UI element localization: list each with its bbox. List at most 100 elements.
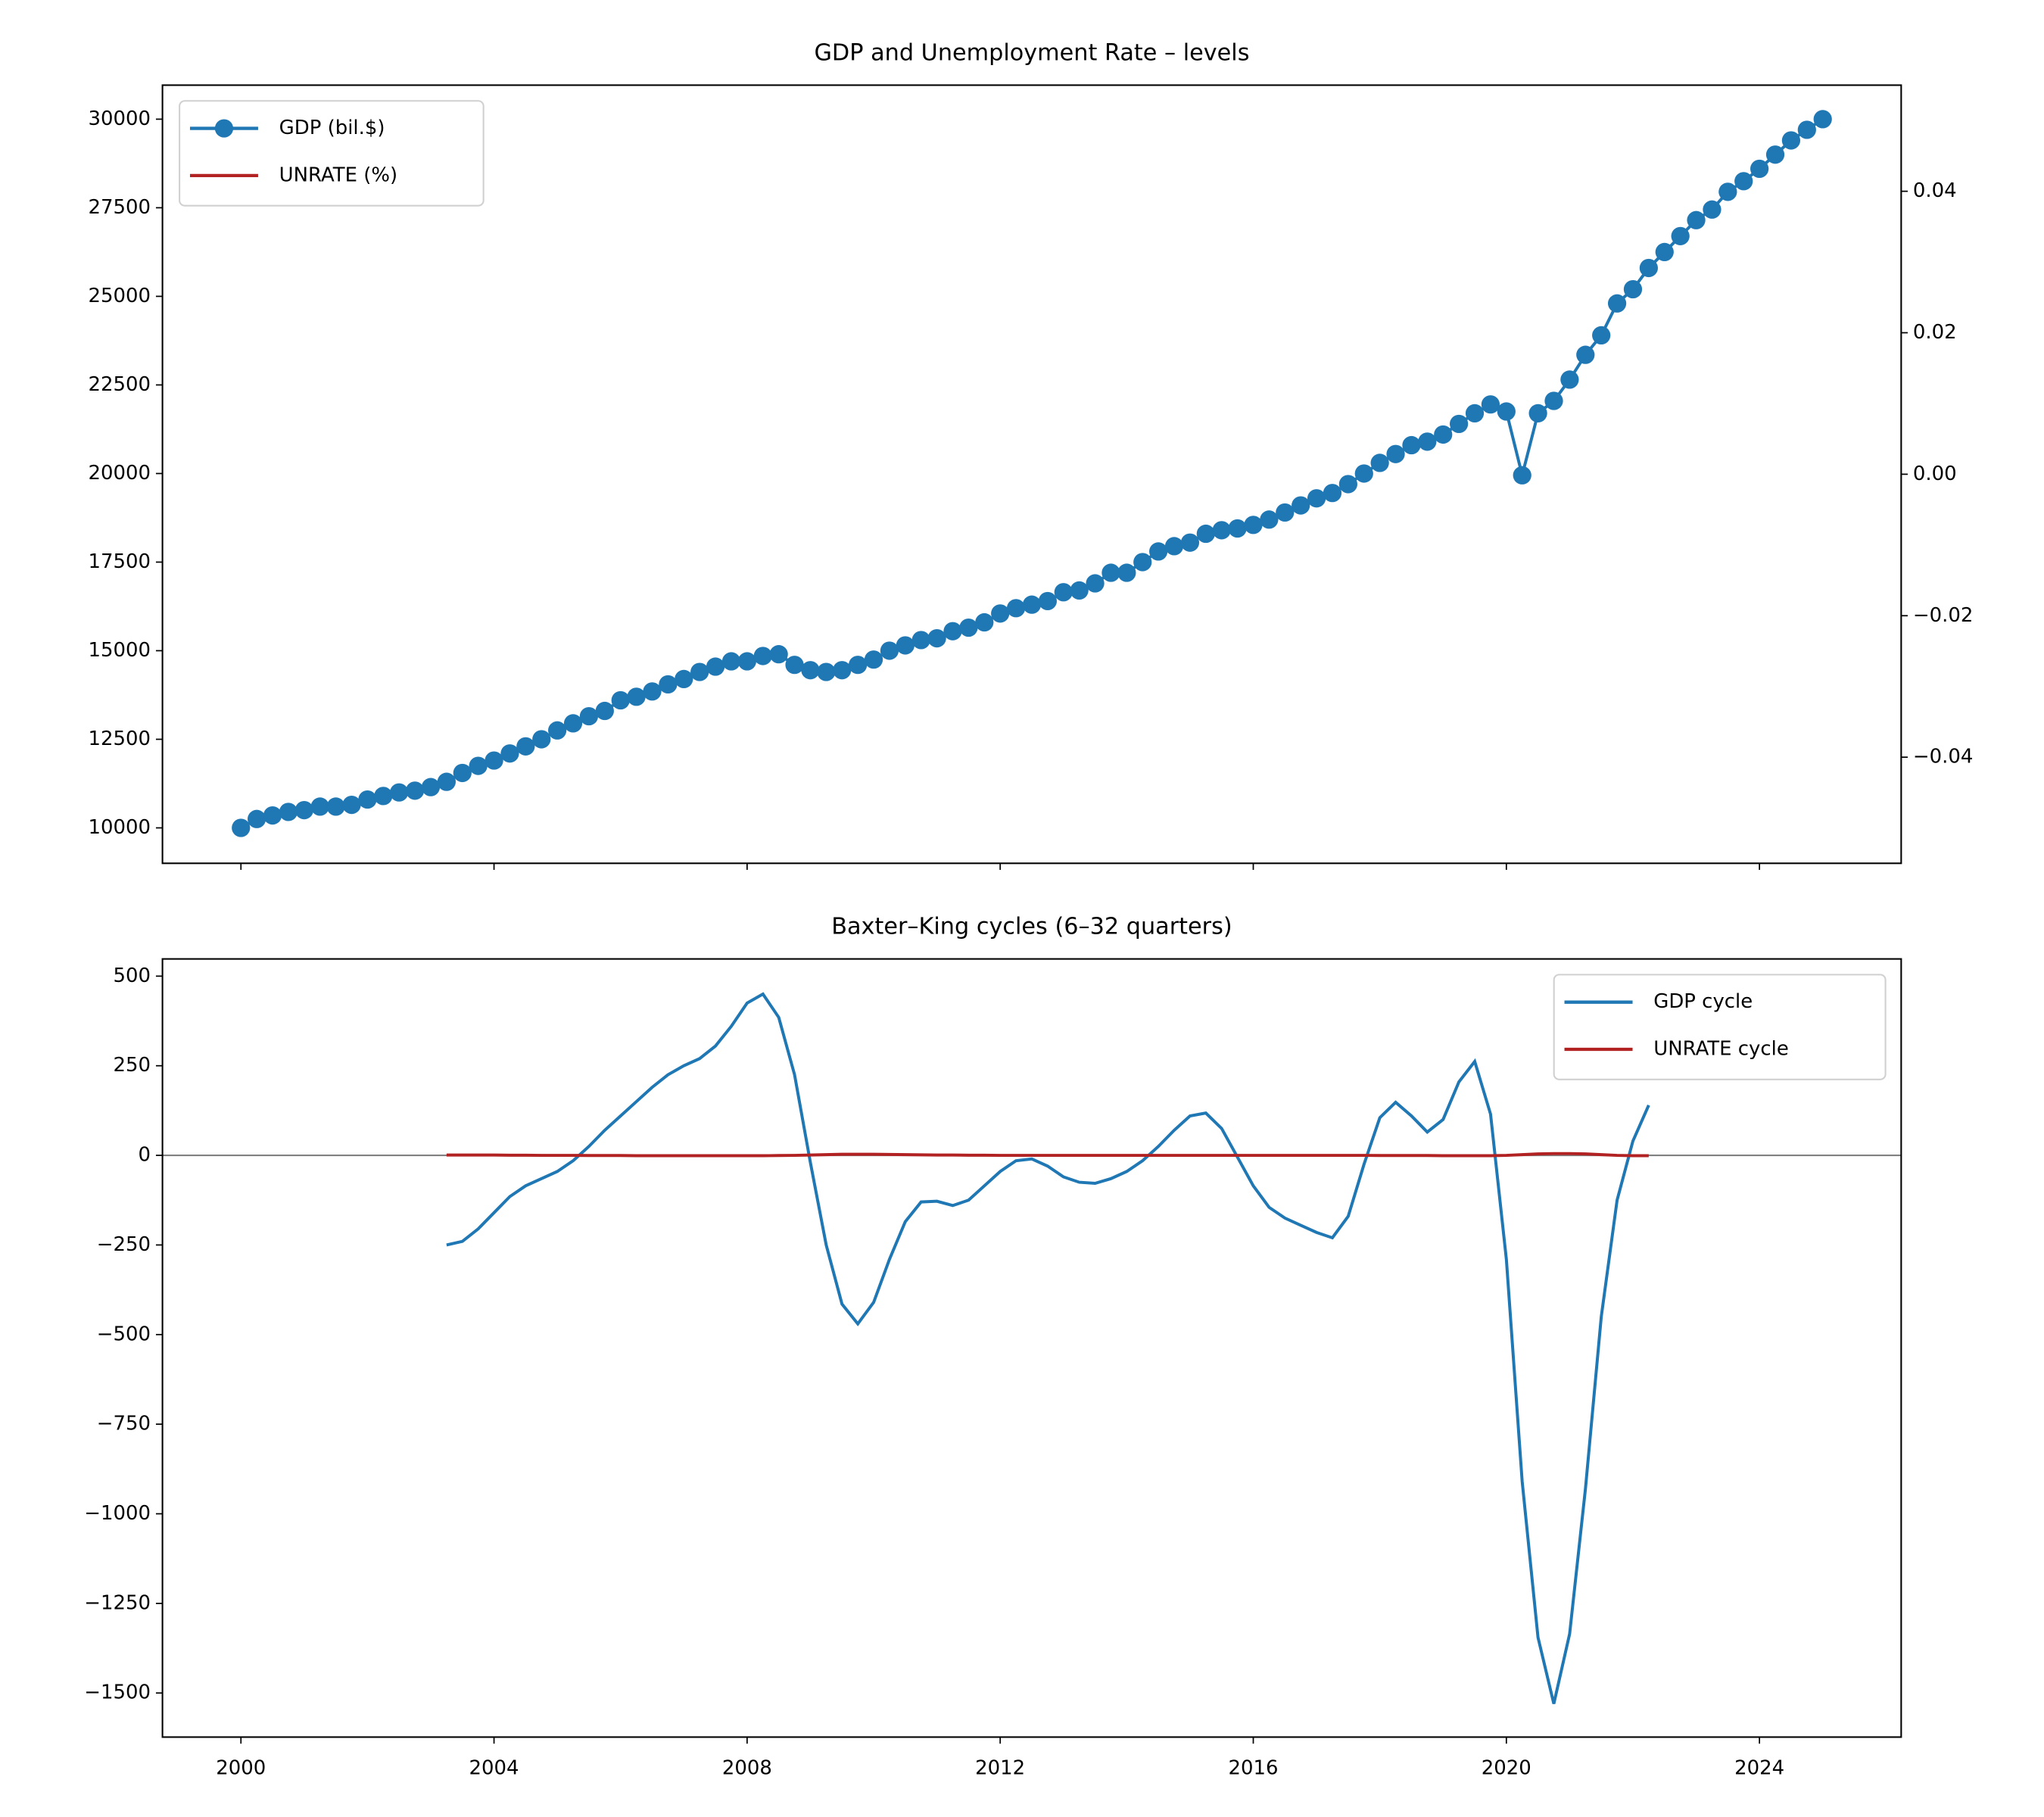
point (627, 687, 646, 706)
point (1070, 581, 1089, 600)
y-tick-label: 17500 (89, 550, 151, 573)
point (595, 701, 614, 721)
y-tick-label: −1000 (84, 1502, 151, 1525)
point (1544, 391, 1563, 410)
point (1164, 537, 1184, 556)
point (1655, 242, 1674, 262)
point (263, 806, 282, 825)
point (1687, 210, 1706, 229)
point (1149, 542, 1168, 561)
point (1370, 453, 1389, 472)
y-tick-label: −1250 (84, 1591, 151, 1614)
legend-label: GDP cycle (1653, 990, 1753, 1013)
point (1607, 294, 1627, 313)
point (342, 795, 361, 815)
point (390, 783, 409, 802)
y-tick-label: 22500 (89, 373, 151, 396)
series-line (446, 1152, 1649, 1158)
point (279, 803, 298, 821)
point (1086, 574, 1105, 593)
axes-frame (161, 958, 1902, 1738)
y-tick-label: 27500 (89, 196, 151, 219)
y-tick-label: 25000 (89, 285, 151, 307)
x-tick-label: 2020 (1482, 1756, 1531, 1779)
point (310, 797, 329, 816)
point (959, 618, 978, 637)
point (1434, 425, 1453, 444)
point (1750, 159, 1769, 179)
point (1418, 432, 1437, 451)
point (753, 647, 772, 665)
x-tick-label: 2008 (722, 1756, 772, 1779)
y2-tick-label: −0.04 (1913, 746, 1973, 768)
point (659, 675, 678, 694)
point (500, 744, 519, 763)
point (1022, 595, 1042, 614)
point (516, 737, 535, 756)
y-tick-label: 20000 (89, 462, 151, 485)
point (721, 652, 741, 671)
point (374, 787, 393, 806)
point (943, 622, 962, 640)
point (1797, 120, 1816, 139)
x-tick-label: 2016 (1228, 1756, 1278, 1779)
point (1260, 510, 1279, 529)
point (232, 818, 251, 837)
point (1528, 404, 1547, 422)
point (991, 604, 1010, 623)
y-tick-label: 500 (114, 965, 151, 987)
point (1292, 496, 1310, 515)
legend-marker (214, 119, 234, 138)
point (1338, 475, 1357, 494)
y2-tick-label: −0.02 (1913, 604, 1973, 627)
point (911, 631, 930, 650)
point (706, 657, 725, 676)
point (690, 662, 709, 681)
y-tick-label: 10000 (89, 816, 151, 839)
point (880, 641, 899, 660)
series-line (446, 992, 1650, 1704)
point (1765, 145, 1785, 164)
y-tick-label: 250 (114, 1054, 151, 1077)
point (975, 612, 994, 632)
point (532, 730, 551, 749)
point (1813, 110, 1832, 129)
point (1465, 404, 1485, 422)
point (1228, 519, 1247, 538)
y-tick-label: 0 (139, 1144, 151, 1167)
point (1560, 370, 1579, 389)
legend-label: UNRATE cycle (1653, 1038, 1789, 1061)
y2-tick-label: 0.02 (1913, 321, 1957, 344)
point (1038, 591, 1057, 611)
y2-tick-label: 0.00 (1913, 463, 1957, 485)
point (453, 763, 472, 783)
point (294, 800, 313, 820)
y-tick-label: 15000 (89, 639, 151, 662)
y-tick-label: −500 (97, 1323, 151, 1345)
y-tick-label: −750 (97, 1413, 151, 1435)
point (643, 682, 662, 701)
point (469, 756, 488, 775)
point (548, 721, 567, 740)
point (817, 662, 836, 681)
point (485, 751, 503, 770)
point (579, 706, 599, 726)
point (1671, 226, 1690, 245)
point (1133, 553, 1152, 572)
point (1307, 489, 1326, 508)
point (801, 661, 820, 680)
point (849, 656, 868, 675)
point (1101, 563, 1120, 582)
point (1180, 533, 1200, 552)
point (1244, 516, 1263, 535)
legend-box (1553, 974, 1887, 1080)
y2-tick-label: 0.04 (1913, 179, 1957, 202)
point (785, 656, 804, 675)
y-tick-label: −250 (97, 1233, 151, 1256)
point (1450, 414, 1469, 434)
point (1006, 599, 1026, 618)
y-tick-label: 30000 (89, 108, 151, 130)
